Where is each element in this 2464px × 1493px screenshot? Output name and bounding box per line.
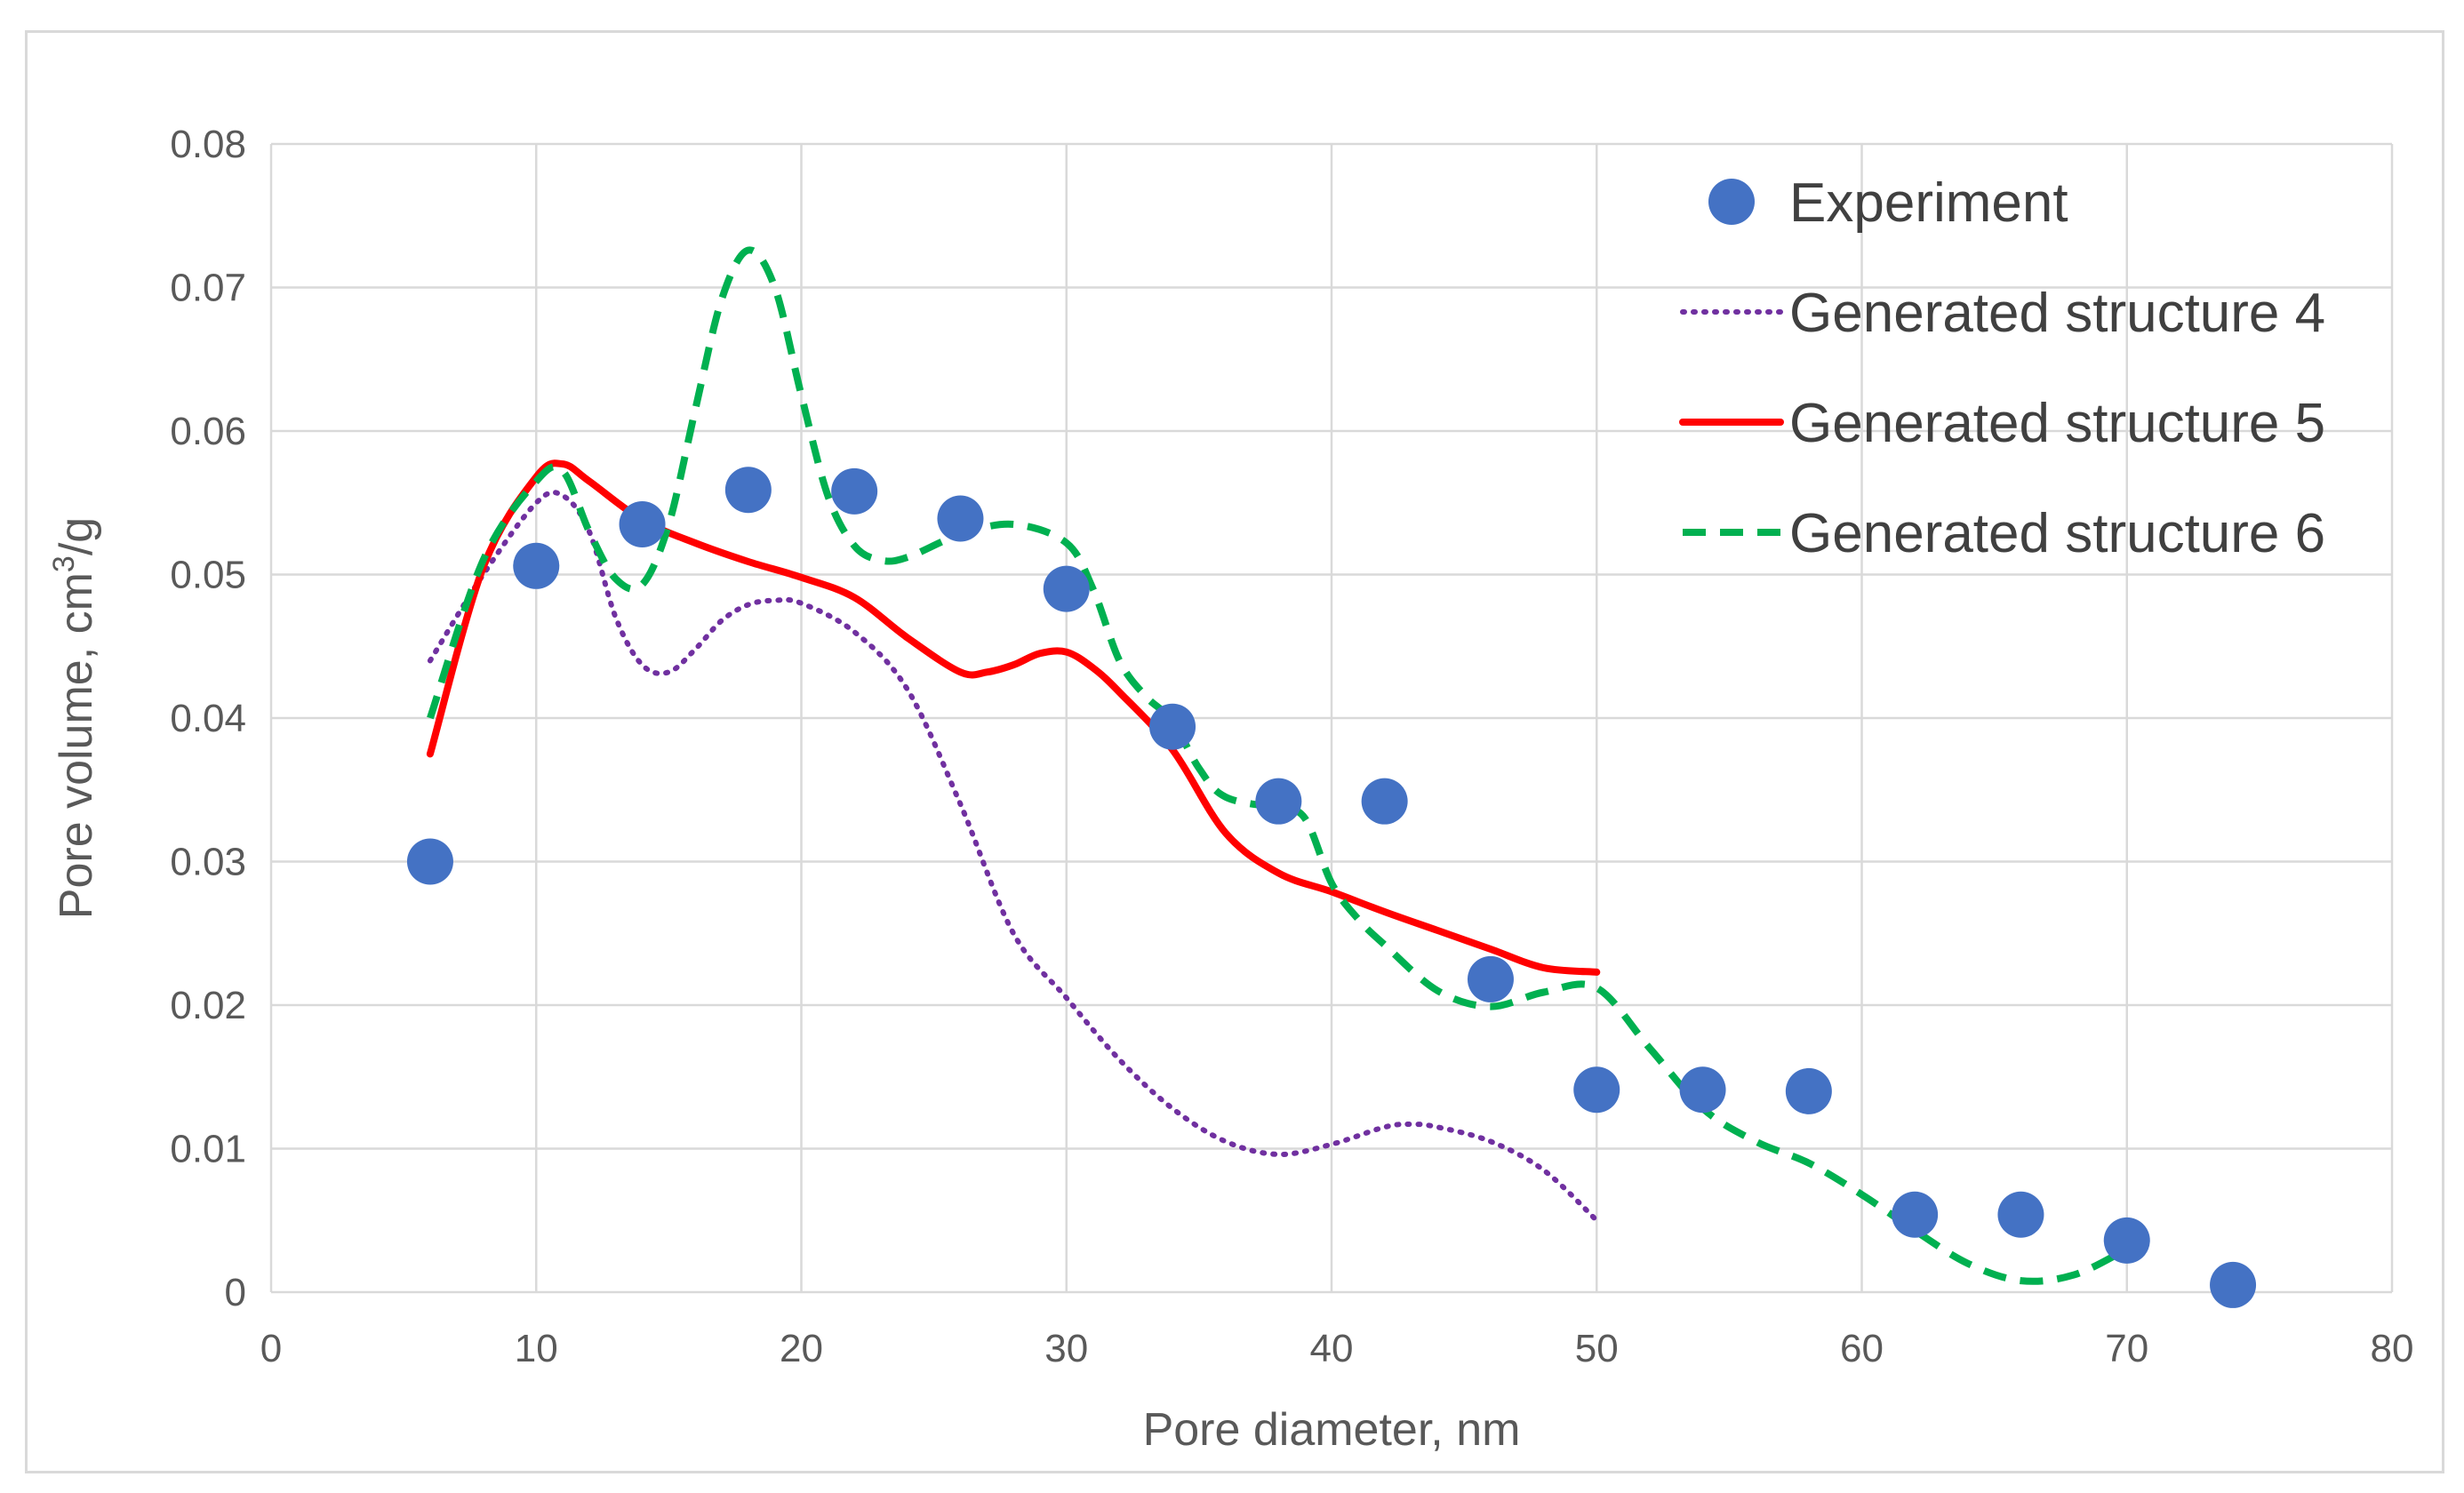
experiment-point	[1255, 778, 1302, 825]
x-tick-label: 80	[2371, 1327, 2414, 1370]
chart-area: 0 10 20 30 40 50 60 70 80 0 0.01 0.02 0.03 0.04 0.05 0.…	[47, 123, 2414, 1456]
y-tick-label: 0.03	[170, 841, 246, 884]
legend-label-generated-structure-4: Generated structure 4	[1789, 283, 2325, 344]
experiment-point	[513, 542, 560, 589]
experiment-point	[1043, 565, 1090, 612]
y-tick-label: 0.06	[170, 410, 246, 453]
x-tick-label: 40	[1310, 1327, 1354, 1370]
legend-label-experiment: Experiment	[1789, 172, 2068, 234]
experiment-point	[1892, 1191, 1939, 1238]
legend: Experiment Generated structure 4 Generated…	[1679, 172, 2325, 564]
series-line-generated-structure-5	[426, 459, 1601, 976]
y-tick-label: 0.02	[170, 984, 246, 1027]
experiment-point	[619, 500, 666, 547]
y-tick-label: 0.05	[170, 554, 246, 597]
y-tick-label: 0.01	[170, 1128, 246, 1171]
legend-label-generated-structure-6: Generated structure 6	[1789, 503, 2325, 564]
x-tick-label: 20	[780, 1327, 823, 1370]
experiment-point	[1361, 778, 1408, 825]
experiment-point	[1467, 955, 1514, 1002]
x-tick-label: 10	[515, 1327, 558, 1370]
legend-label-generated-structure-5: Generated structure 5	[1789, 393, 2325, 454]
experiment-point	[406, 838, 453, 885]
experiment-point	[937, 495, 984, 542]
x-axis-title: Pore diameter, nm	[1143, 1404, 1521, 1456]
experiment-point	[1573, 1066, 1620, 1114]
series-line-generated-structure-4	[427, 489, 1600, 1224]
y-tick-label: 0	[225, 1271, 246, 1314]
x-tick-label: 0	[260, 1327, 282, 1370]
experiment-point	[1149, 703, 1196, 750]
chart-frame: 0 10 20 30 40 50 60 70 80 0 0.01 0.02 0.03 0.04 0.05 0.…	[25, 30, 2444, 1473]
experiment-point	[2103, 1217, 2150, 1264]
y-axis-title-superscript: 3	[47, 555, 81, 572]
y-tick-label: 0.04	[170, 697, 246, 740]
y-tick-label: 0.07	[170, 267, 246, 310]
x-tick-label: 30	[1044, 1327, 1088, 1370]
experiment-point	[1785, 1067, 1832, 1114]
experiment-point	[1997, 1191, 2044, 1238]
x-tick-label: 60	[1840, 1327, 1884, 1370]
experiment-point	[2210, 1261, 2257, 1308]
experiment-point	[1679, 1066, 1726, 1114]
experiment-point	[831, 467, 878, 515]
legend-marker-experiment	[1708, 179, 1755, 225]
series-line-generated-structure-6	[427, 246, 2129, 1285]
x-tick-label: 50	[1575, 1327, 1619, 1370]
x-tick-label: 70	[2105, 1327, 2148, 1370]
y-tick-label: 0.08	[170, 123, 246, 166]
y-axis-title: Pore volume, cm3/g	[47, 517, 102, 919]
experiment-point	[724, 467, 772, 514]
